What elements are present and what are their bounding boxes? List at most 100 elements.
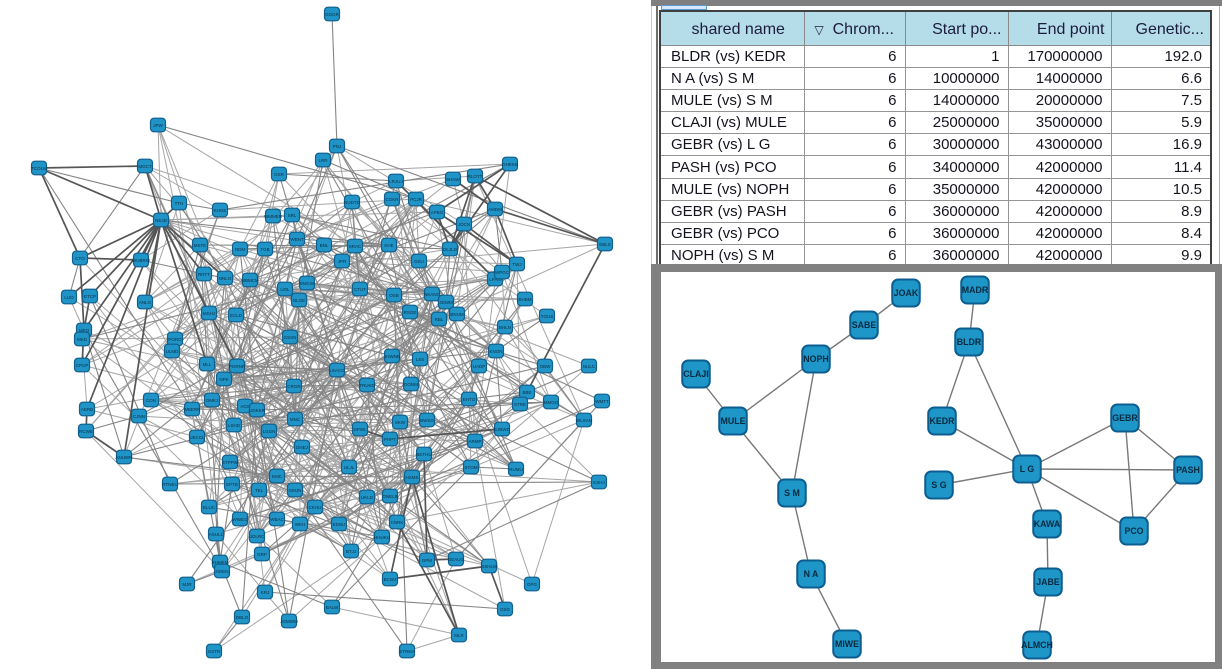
- svg-text:JHWNB: JHWNB: [384, 354, 400, 359]
- svg-text:OBW: OBW: [540, 364, 552, 369]
- svg-text:S G: S G: [931, 480, 946, 490]
- svg-text:HSMS: HSMS: [405, 475, 418, 480]
- svg-text:RDM: RDM: [235, 247, 245, 252]
- svg-text:NNLO: NNLO: [219, 276, 232, 281]
- svg-text:S M: S M: [784, 488, 800, 498]
- svg-text:BBE: BBE: [522, 390, 531, 395]
- svg-text:DSU: DSU: [414, 259, 424, 264]
- svg-text:EDWJ: EDWJ: [333, 522, 346, 527]
- svg-text:ECLD: ECLD: [230, 313, 243, 318]
- svg-text:OMKJ: OMKJ: [206, 398, 219, 403]
- svg-text:DONM: DONM: [404, 382, 418, 387]
- svg-text:BALW: BALW: [326, 605, 339, 610]
- svg-text:GHEKB: GHEKB: [502, 162, 518, 167]
- svg-text:GMJN: GMJN: [289, 488, 302, 493]
- svg-text:STRE: STRE: [514, 402, 526, 407]
- svg-text:EJBWD: EJBWD: [494, 427, 511, 432]
- svg-text:TOUS: TOUS: [541, 314, 553, 319]
- svg-text:L G: L G: [1020, 464, 1035, 474]
- svg-text:MGCT: MGCT: [138, 164, 151, 169]
- svg-text:DPM: DPM: [422, 558, 432, 563]
- svg-text:UKLD: UKLD: [361, 495, 374, 500]
- svg-text:CTUT: CTUT: [354, 287, 366, 292]
- svg-text:CKHU: CKHU: [309, 505, 322, 510]
- svg-text:KHE: KHE: [384, 243, 393, 248]
- svg-text:NPK: NPK: [219, 377, 228, 382]
- svg-text:PASH: PASH: [1176, 465, 1200, 475]
- svg-text:ELUC: ELUC: [203, 505, 216, 510]
- svg-text:BNL: BNL: [320, 243, 329, 248]
- svg-text:CNRK: CNRK: [391, 520, 404, 525]
- svg-text:WPGC: WPGC: [495, 270, 510, 275]
- svg-text:WWEG: WWEG: [233, 517, 248, 522]
- svg-text:LSACO: LSACO: [329, 368, 345, 373]
- svg-text:WBERN: WBERN: [184, 407, 201, 412]
- svg-text:LRR: LRR: [318, 158, 328, 163]
- svg-text:EHTO: EHTO: [463, 397, 476, 402]
- svg-text:SSHLM: SSHLM: [481, 564, 497, 569]
- svg-text:MIWE: MIWE: [835, 639, 859, 649]
- svg-text:UADP: UADP: [473, 364, 486, 369]
- svg-text:CLAJI: CLAJI: [683, 369, 708, 379]
- svg-text:WLSAN: WLSAN: [576, 418, 592, 423]
- svg-text:JOAK: JOAK: [894, 288, 919, 298]
- svg-text:NULC: NULC: [583, 364, 596, 369]
- svg-text:KAWA: KAWA: [1034, 519, 1061, 529]
- svg-text:PGRNR: PGRNR: [229, 364, 246, 369]
- svg-text:CJNN: CJNN: [133, 414, 145, 419]
- svg-text:CON: CON: [146, 398, 156, 403]
- svg-text:JDWM: JDWM: [439, 300, 453, 305]
- svg-text:NOEN: NOEN: [215, 569, 228, 574]
- svg-text:LRJUJ: LRJUJ: [389, 179, 403, 184]
- svg-text:GSR: GSR: [274, 172, 285, 177]
- svg-text:SABE: SABE: [852, 320, 877, 330]
- svg-text:STOM: STOM: [465, 465, 478, 470]
- svg-text:RUMU: RUMU: [509, 467, 523, 472]
- svg-text:ULJL: ULJL: [344, 465, 355, 470]
- svg-text:TWJ: TWJ: [512, 262, 521, 267]
- svg-text:CGKR: CGKR: [385, 197, 399, 202]
- svg-text:BCWJ: BCWJ: [384, 577, 397, 582]
- svg-text:ANUWN: ANUWN: [116, 455, 133, 460]
- svg-text:SRL: SRL: [288, 213, 297, 218]
- svg-text:DBLO: DBLO: [236, 615, 249, 620]
- svg-text:GPG: GPG: [527, 582, 538, 587]
- svg-text:JPW: JPW: [153, 123, 163, 128]
- svg-text:TEL: TEL: [255, 488, 264, 493]
- svg-text:DEAUG: DEAUG: [448, 557, 465, 562]
- svg-text:MSHJ: MSHJ: [203, 311, 215, 316]
- svg-text:BLDR: BLDR: [957, 337, 982, 347]
- svg-text:STPPW: STPPW: [222, 460, 239, 465]
- svg-text:ANLG: ANLG: [139, 300, 152, 305]
- svg-text:WBAC: WBAC: [270, 517, 284, 522]
- svg-text:JOCN: JOCN: [458, 222, 470, 227]
- svg-text:EPTB: EPTB: [226, 482, 238, 487]
- svg-text:UDKKR: UDKKR: [249, 408, 266, 413]
- svg-text:BTJJ: BTJJ: [346, 549, 356, 554]
- svg-text:EMC: EMC: [272, 474, 283, 479]
- svg-text:JABE: JABE: [1036, 577, 1060, 587]
- svg-text:DLJLD: DLJLD: [443, 247, 458, 252]
- svg-text:CTO: CTO: [75, 256, 85, 261]
- svg-text:MBMCM: MBMCM: [241, 278, 259, 283]
- svg-text:JGMWM: JGMWM: [280, 619, 298, 624]
- svg-text:ASULL: ASULL: [209, 532, 224, 537]
- svg-text:BHBM: BHBM: [518, 297, 531, 302]
- svg-text:NKANC: NKANC: [424, 292, 441, 297]
- svg-text:WKH: WKH: [295, 522, 306, 527]
- svg-text:NOPH: NOPH: [803, 354, 828, 364]
- svg-text:ETRKH: ETRKH: [399, 649, 414, 654]
- svg-text:RTNEU: RTNEU: [162, 482, 177, 487]
- svg-text:CPCP: CPCP: [76, 363, 89, 368]
- svg-text:BHLN: BHLN: [499, 325, 511, 330]
- svg-text:EBLS: EBLS: [599, 242, 611, 247]
- svg-text:MNC: MNC: [290, 417, 301, 422]
- svg-text:RCWE: RCWE: [79, 429, 93, 434]
- svg-text:UOL: UOL: [280, 287, 290, 292]
- svg-text:ULMD: ULMD: [166, 349, 180, 354]
- svg-text:ALMCH: ALMCH: [1021, 640, 1053, 650]
- svg-text:SRAC: SRAC: [349, 244, 362, 249]
- svg-text:NLOE: NLOE: [293, 298, 305, 303]
- svg-text:LGGN: LGGN: [263, 429, 276, 434]
- svg-text:LSS: LSS: [416, 357, 425, 362]
